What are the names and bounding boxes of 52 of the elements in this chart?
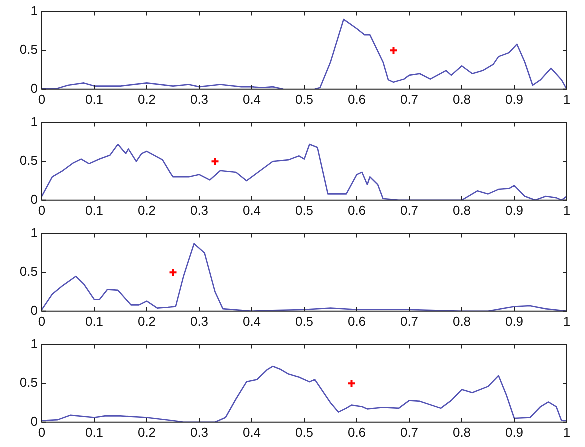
x-tick-label: 0.5 — [295, 314, 314, 329]
y-tick-label: 0.5 — [20, 264, 38, 280]
x-tick-label: 0.7 — [400, 424, 419, 440]
y-tick-label: 1 — [30, 114, 38, 130]
x-tick-label: 0.9 — [505, 314, 524, 329]
x-tick-label: 0.1 — [85, 92, 104, 107]
x-tick-label: 1 — [563, 314, 571, 329]
x-tick-label: 1 — [563, 92, 571, 107]
y-tick-label: 0 — [30, 192, 38, 207]
x-tick-label: 0.2 — [138, 92, 156, 107]
x-tick-label: 0.4 — [242, 314, 262, 329]
x-tick-label: 0.4 — [242, 92, 262, 107]
x-tick-label: 0.3 — [190, 424, 209, 440]
x-tick-label: 0.6 — [348, 202, 366, 218]
x-tick-label: 0.8 — [452, 202, 472, 218]
y-tick-label: 0.5 — [20, 42, 38, 58]
x-tick-label: 0.3 — [190, 92, 209, 107]
x-tick-label: 0.2 — [138, 314, 156, 329]
x-tick-label: 0.9 — [505, 424, 524, 440]
y-tick-label: 1 — [30, 336, 38, 352]
x-tick-label: 0.5 — [295, 424, 314, 440]
y-tick-label: 1 — [30, 225, 38, 240]
x-tick-label: 0.6 — [348, 314, 366, 329]
x-tick-label: 0.1 — [85, 424, 104, 440]
x-tick-label: 0.6 — [348, 92, 366, 107]
y-tick-label: 0 — [30, 414, 38, 429]
x-tick-label: 0.5 — [295, 92, 314, 107]
x-tick-label: 0.8 — [452, 314, 472, 329]
x-tick-label: 0.8 — [452, 92, 472, 107]
x-tick-label: 0.7 — [400, 202, 419, 218]
y-tick-label: 1 — [30, 3, 38, 18]
x-tick-label: 0.8 — [452, 424, 472, 440]
x-tick-label: 0.3 — [190, 202, 209, 218]
x-tick-label: 1 — [563, 202, 571, 218]
x-tick-label: 0.1 — [85, 314, 104, 329]
y-tick-label: 0.5 — [20, 375, 38, 390]
x-tick-label: 0.4 — [242, 424, 262, 440]
x-tick-label: 1 — [563, 424, 571, 440]
x-tick-label: 0.2 — [138, 202, 156, 218]
x-tick-label: 0.6 — [348, 424, 366, 440]
x-tick-label: 0.9 — [505, 202, 524, 218]
y-tick-label: 0.5 — [20, 153, 38, 168]
y-tick-label: 0 — [30, 80, 38, 96]
x-tick-label: 0.7 — [400, 92, 419, 107]
x-tick-label: 0.5 — [295, 202, 314, 218]
x-tick-label: 0.4 — [242, 202, 262, 218]
y-tick-label: 0 — [30, 302, 38, 318]
x-tick-label: 0.7 — [400, 314, 419, 329]
x-tick-label: 0.1 — [85, 202, 104, 218]
x-tick-label: 0.2 — [138, 424, 156, 440]
x-tick-label: 0.3 — [190, 314, 209, 329]
x-tick-label: 0.9 — [505, 92, 524, 107]
